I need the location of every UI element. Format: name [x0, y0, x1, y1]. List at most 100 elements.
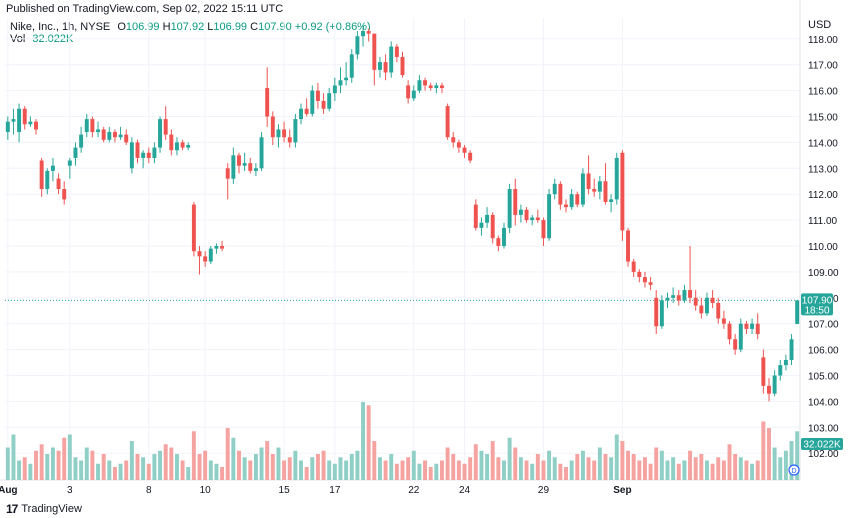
published-note: Published on TradingView.com, Sep 02, 20…: [6, 3, 284, 15]
candle-body: [417, 80, 422, 91]
candle-body: [569, 194, 574, 208]
volume-bar: [56, 450, 61, 480]
volume-bar: [259, 447, 264, 480]
volume-bar: [96, 463, 101, 480]
candle-body: [637, 271, 642, 278]
volume-bar: [394, 463, 399, 480]
candle-body: [654, 297, 659, 327]
candle-body: [361, 31, 366, 37]
volume-bar: [118, 463, 123, 480]
candle-body: [704, 297, 709, 314]
candle-body: [22, 108, 27, 125]
volume-bar: [564, 467, 568, 480]
volume-bar: [767, 428, 771, 480]
volume-bar: [197, 454, 202, 480]
candle-body: [648, 282, 653, 285]
volume-bar: [203, 450, 208, 480]
candle-body: [671, 295, 676, 298]
candle-body: [39, 160, 44, 190]
volume-bar: [90, 450, 95, 480]
candle-body: [372, 33, 377, 70]
x-tick-label: Aug: [0, 485, 18, 496]
volume-bar: [73, 457, 78, 480]
volume-bar: [417, 463, 422, 480]
volume-bar: [597, 447, 602, 480]
volume-bar: [783, 450, 788, 480]
y-tick-label: 102.00: [808, 449, 839, 460]
y-tick-label: 105.00: [808, 372, 839, 383]
volume-bar: [614, 434, 619, 480]
last-price-label: 107.90: [802, 295, 833, 306]
x-tick-label: 15: [279, 485, 291, 496]
candle-body: [124, 134, 129, 143]
candle-body: [479, 222, 484, 228]
candle-body: [344, 77, 349, 81]
volume-bar: [688, 450, 693, 480]
x-tick-label: Sep: [613, 485, 631, 496]
candle-body: [761, 357, 766, 386]
volume-bar: [490, 441, 495, 480]
candle-body: [473, 204, 478, 228]
low-value: 106.99: [213, 21, 248, 33]
candle-body: [315, 90, 320, 101]
volume-bar: [158, 450, 163, 480]
y-tick-label: 117.00: [808, 61, 838, 72]
candle-body: [535, 217, 540, 221]
volume-bar: [502, 460, 506, 480]
volume-bar: [344, 460, 349, 480]
volume-bar: [231, 437, 236, 480]
candle-body: [575, 194, 580, 205]
volume-bar: [496, 457, 501, 480]
candle-body: [485, 214, 490, 223]
volume-bar: [107, 460, 112, 480]
volume-bar: [468, 457, 473, 480]
y-tick-label: 113.00: [808, 164, 838, 175]
volume-bar: [332, 463, 337, 480]
candle-body: [45, 170, 50, 190]
volume-bar: [372, 441, 377, 480]
candle-body: [688, 290, 693, 298]
volume-bar: [62, 437, 67, 480]
high-value: 107.92: [170, 21, 205, 33]
candle-body: [642, 277, 647, 283]
candle-body: [101, 129, 106, 140]
volume-bar: [293, 450, 298, 480]
volume-bar: [11, 434, 16, 480]
candle-body: [530, 217, 535, 221]
volume-bar: [225, 428, 230, 480]
volume-bar: [676, 463, 681, 480]
volume-bar: [648, 463, 653, 480]
candle-body: [158, 119, 163, 148]
volume-bar: [282, 460, 287, 480]
volume-bar: [180, 460, 185, 480]
candle-body: [789, 339, 794, 360]
candle-body: [524, 209, 529, 221]
volume-bar: [299, 460, 303, 480]
symbol-label: Nike, Inc., 1h, NYSE: [10, 21, 111, 33]
volume-bar: [22, 457, 27, 480]
candle-body: [659, 300, 664, 327]
candle-body: [541, 220, 546, 239]
y-tick-label: 104.00: [808, 397, 839, 408]
candle-body: [304, 108, 309, 114]
volume-bar: [727, 444, 732, 480]
candle-body: [609, 199, 614, 202]
volume-bar: [366, 405, 371, 480]
candle-body: [332, 85, 337, 94]
candle-body: [727, 323, 732, 340]
volume-bar: [141, 457, 146, 480]
candle-body: [502, 227, 506, 246]
volume-bar: [631, 454, 636, 480]
candle-body: [174, 142, 179, 151]
candle-body: [631, 261, 636, 272]
candle-body: [411, 90, 416, 99]
candle-body: [377, 62, 382, 70]
candle-body: [253, 168, 258, 171]
candle-body: [400, 56, 405, 76]
volume-bar: [237, 450, 241, 480]
volume-bar: [124, 460, 129, 480]
candle-body: [11, 119, 16, 122]
volume-bar: [242, 457, 247, 480]
x-tick-label: 24: [459, 485, 471, 496]
tradingview-logo-icon: 17: [6, 502, 18, 516]
